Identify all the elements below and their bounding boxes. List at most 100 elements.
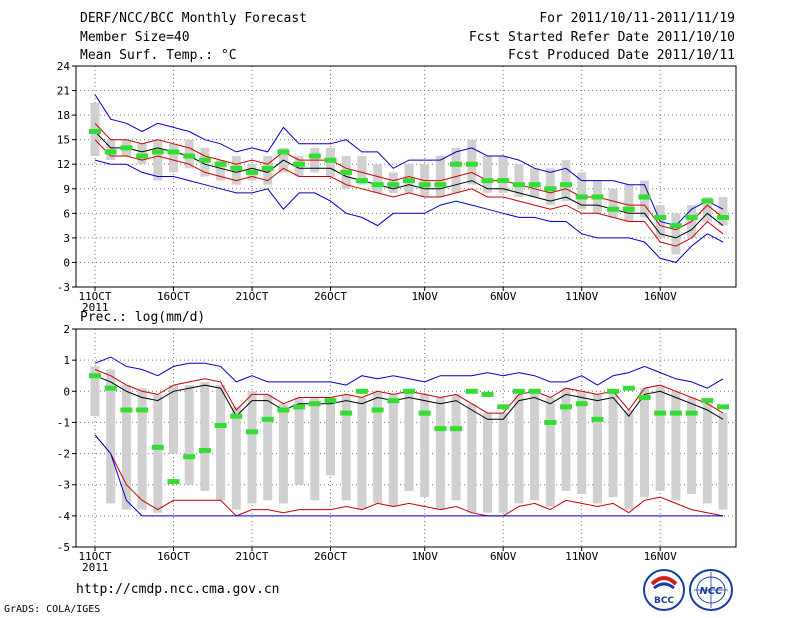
temp-spread-box bbox=[671, 213, 681, 255]
prec-spread-box bbox=[483, 413, 492, 513]
prec-spread-box bbox=[561, 388, 571, 491]
temp-min-line bbox=[94, 159, 724, 263]
temp-frame bbox=[75, 65, 737, 288]
temp-spread-box bbox=[483, 156, 492, 193]
produced-date: Fcst Produced Date 2011/10/11 bbox=[508, 48, 735, 63]
temp-spread-box bbox=[357, 156, 367, 185]
temp-spread-box bbox=[435, 156, 445, 197]
prec-max-line bbox=[94, 356, 724, 389]
temp-xtick-label: 1NOV bbox=[411, 290, 438, 303]
temp-spread-box bbox=[608, 188, 618, 218]
prec-spread-box bbox=[153, 394, 163, 513]
prec-median-mark bbox=[198, 447, 211, 453]
forecast-period: For 2011/10/11-2011/11/19 bbox=[539, 11, 735, 26]
prec-median-mark bbox=[622, 385, 635, 391]
prec-spread-box bbox=[687, 397, 697, 495]
prec-spread-box bbox=[373, 391, 383, 504]
temp-median-mark bbox=[512, 182, 525, 188]
prec-lower-line bbox=[94, 434, 724, 517]
prec-xtick-label: 6NOV bbox=[490, 550, 517, 563]
temp-median-mark bbox=[654, 214, 667, 220]
temp-median-mark bbox=[277, 149, 290, 155]
prec-median-mark bbox=[293, 404, 306, 410]
prec-median-mark bbox=[544, 419, 557, 425]
prec-spread-box bbox=[451, 394, 461, 501]
prec-median-mark bbox=[104, 385, 117, 391]
temp-ytick-label: 21 bbox=[57, 85, 70, 98]
prec-median-mark bbox=[591, 416, 604, 422]
temp-median-mark bbox=[685, 214, 698, 220]
prec-median-mark bbox=[560, 404, 572, 410]
temp-spread-box bbox=[718, 196, 728, 226]
temp-median-mark bbox=[418, 182, 431, 188]
prec-median-mark bbox=[308, 401, 321, 407]
temp-ytick-label: 6 bbox=[63, 207, 70, 220]
temp-median-mark bbox=[167, 149, 180, 155]
prec-ytick-label: -3 bbox=[57, 479, 70, 492]
temp-spread-box bbox=[498, 156, 508, 193]
svg-text:NCC: NCC bbox=[699, 586, 723, 597]
prec-spread-box bbox=[200, 381, 210, 491]
svg-text:BCC: BCC bbox=[654, 596, 674, 606]
temp-spread-box bbox=[702, 196, 712, 222]
temp-spread-box bbox=[451, 147, 461, 193]
prec-spread-box bbox=[247, 391, 257, 504]
temp-spread-box bbox=[577, 172, 587, 210]
temp-median-mark bbox=[403, 178, 415, 184]
temp-spread-box bbox=[514, 164, 524, 197]
temp-median-mark bbox=[669, 223, 682, 229]
prec-median-mark bbox=[89, 373, 101, 379]
temp-median-mark bbox=[450, 161, 463, 167]
prec-median-mark bbox=[277, 407, 290, 413]
prec-median-mark bbox=[717, 404, 729, 410]
footer-url[interactable]: http://cmdp.ncc.cma.gov.cn bbox=[76, 582, 280, 597]
prec-frame bbox=[75, 328, 737, 548]
prec-spread-box bbox=[137, 388, 147, 510]
temp-max-line bbox=[94, 94, 724, 227]
prec-xtick-label: 16NOV bbox=[644, 550, 677, 563]
temp-spread-box bbox=[153, 139, 163, 181]
temp-spread-box bbox=[216, 160, 226, 181]
prec-median-mark bbox=[575, 401, 588, 407]
prec-spread-box bbox=[624, 409, 634, 510]
prec-spread-box bbox=[702, 403, 712, 504]
prec-ytick-label: -4 bbox=[57, 510, 71, 523]
temp-ytick-label: 15 bbox=[57, 134, 70, 147]
temp-median-mark bbox=[324, 157, 337, 163]
temp-median-mark bbox=[622, 206, 635, 212]
prec-median-mark bbox=[403, 388, 415, 394]
temp-lower-line bbox=[94, 139, 724, 247]
temp-median-mark bbox=[638, 194, 651, 200]
prec-xtick-label: 21OCT bbox=[235, 550, 268, 563]
temp-median-mark bbox=[120, 145, 133, 151]
prec-spread-box bbox=[341, 394, 351, 501]
prec-spread-box bbox=[310, 397, 320, 501]
prec-median-mark bbox=[183, 454, 196, 460]
temp-xtick-label: 6NOV bbox=[490, 290, 517, 303]
prec-spread-box bbox=[655, 385, 665, 491]
temp-median-mark bbox=[497, 178, 510, 184]
temp-median-mark bbox=[701, 198, 714, 204]
prec-spread-box bbox=[545, 397, 555, 507]
chart-title: DERF/NCC/BCC Monthly Forecast bbox=[80, 11, 307, 26]
temp-median-mark bbox=[481, 178, 494, 184]
prec-ytick-label: 2 bbox=[63, 323, 70, 336]
temp-median-mark bbox=[308, 153, 321, 159]
refer-date: Fcst Started Refer Date 2011/10/10 bbox=[468, 30, 735, 45]
prec-spread-box bbox=[420, 394, 430, 498]
prec-spread-box bbox=[278, 403, 288, 504]
prec-spread-box bbox=[640, 388, 649, 498]
prec-spread-box bbox=[608, 391, 618, 498]
prec-median-mark bbox=[324, 398, 337, 404]
temp-median-mark bbox=[104, 149, 117, 155]
temp-median-mark bbox=[261, 165, 274, 171]
prec-spread-box bbox=[106, 369, 116, 504]
temp-median-mark bbox=[560, 182, 572, 188]
temp-median-mark bbox=[544, 186, 557, 192]
prec-median-mark bbox=[654, 410, 667, 416]
temp-ytick-label: 24 bbox=[57, 60, 71, 73]
prec-spread-box bbox=[530, 391, 540, 501]
temp-median-mark bbox=[293, 161, 306, 167]
prec-xtick-label: 26OCT bbox=[314, 550, 347, 563]
